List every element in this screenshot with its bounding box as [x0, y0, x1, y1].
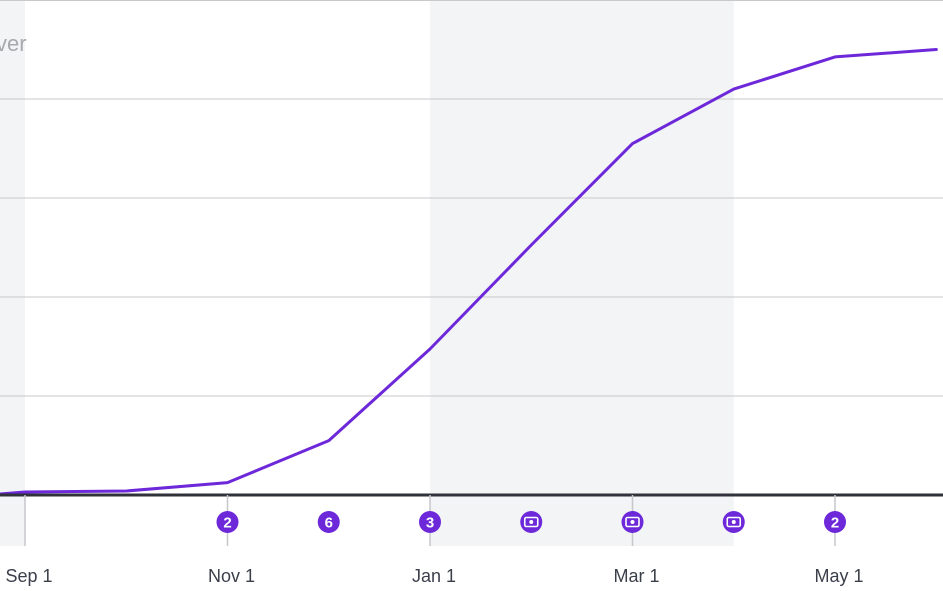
count-event-marker[interactable]: 6	[317, 511, 340, 533]
series-line-0	[0, 48, 938, 496]
marker-circle	[216, 511, 239, 533]
marker-circle	[317, 511, 340, 533]
ticket-event-marker[interactable]	[722, 511, 745, 533]
ticket-event-marker[interactable]	[520, 511, 543, 533]
marker-count: 2	[831, 515, 839, 532]
ticket-icon	[726, 516, 742, 528]
x-tick-label: Sep 1	[5, 566, 52, 586]
marker-count: 2	[223, 515, 231, 532]
x-tick-label: May 1	[814, 566, 863, 586]
x-tick-label: Jan 1	[412, 566, 456, 586]
x-tick-label: Nov 1	[208, 566, 255, 586]
ticket-icon	[523, 516, 539, 528]
marker-circle	[419, 511, 441, 533]
shaded-band-1	[430, 0, 734, 546]
count-event-marker[interactable]: 3	[419, 511, 441, 533]
marker-circle	[824, 511, 846, 533]
x-tick-label: Mar 1	[613, 566, 659, 586]
ticket-icon	[625, 516, 640, 528]
count-event-marker[interactable]: 2	[824, 511, 846, 533]
marker-count: 6	[325, 515, 333, 532]
marker-count: 3	[426, 515, 434, 532]
ticket-event-marker[interactable]	[621, 511, 644, 533]
count-event-marker[interactable]: 2	[216, 511, 239, 533]
shaded-band-0	[0, 0, 25, 546]
partial-series-label: ver	[0, 31, 27, 56]
